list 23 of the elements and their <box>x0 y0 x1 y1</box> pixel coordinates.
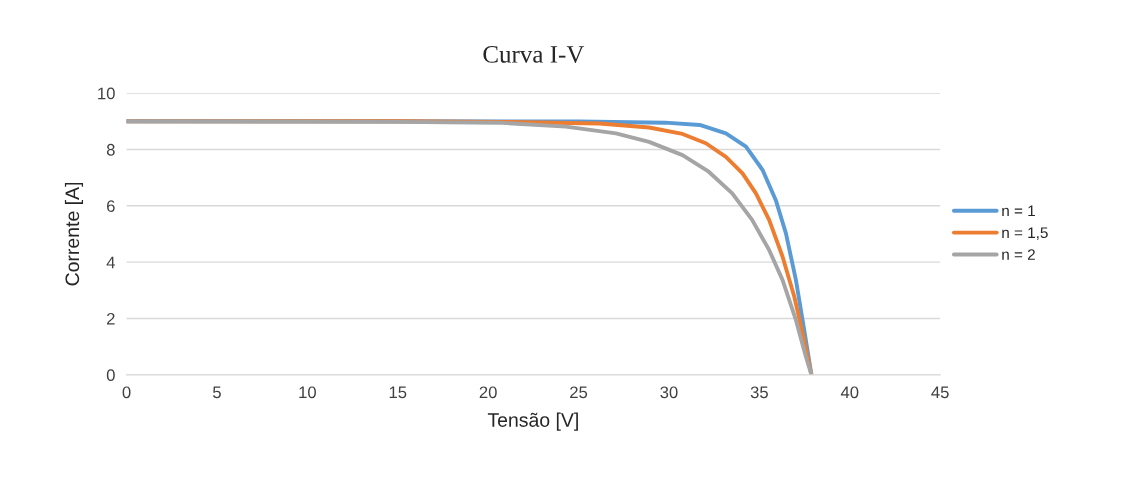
x-tick-label: 25 <box>570 386 588 399</box>
x-tick-label: 20 <box>479 386 497 399</box>
x-tick-label: 10 <box>299 386 316 399</box>
legend-label: n = 1,5 <box>1002 227 1048 240</box>
x-tick-label: 5 <box>212 386 221 399</box>
line-series <box>126 119 814 375</box>
y-tick-label: 0 <box>106 369 115 382</box>
x-tick-label: 35 <box>750 386 768 399</box>
x-tick-label: 45 <box>931 386 949 399</box>
legend-label: n = 2 <box>1002 249 1035 260</box>
y-tick-label: 10 <box>98 87 115 100</box>
y-axis-title: Corrente [A] <box>64 182 84 286</box>
x-tick-label: 30 <box>660 386 678 399</box>
chart-title: Curva I-V <box>483 45 585 63</box>
y-tick-label: 8 <box>106 143 115 156</box>
x-axis-title: Tensão [V] <box>487 412 578 431</box>
y-tick-label: 6 <box>107 200 115 212</box>
legend-label: n = 1 <box>1002 205 1035 217</box>
x-tick-label: 40 <box>840 386 859 399</box>
y-tick-label: 4 <box>106 256 115 269</box>
x-tick-label: 15 <box>389 386 407 399</box>
y-tick-label: 2 <box>107 312 115 325</box>
x-tick-label: 0 <box>122 386 131 399</box>
